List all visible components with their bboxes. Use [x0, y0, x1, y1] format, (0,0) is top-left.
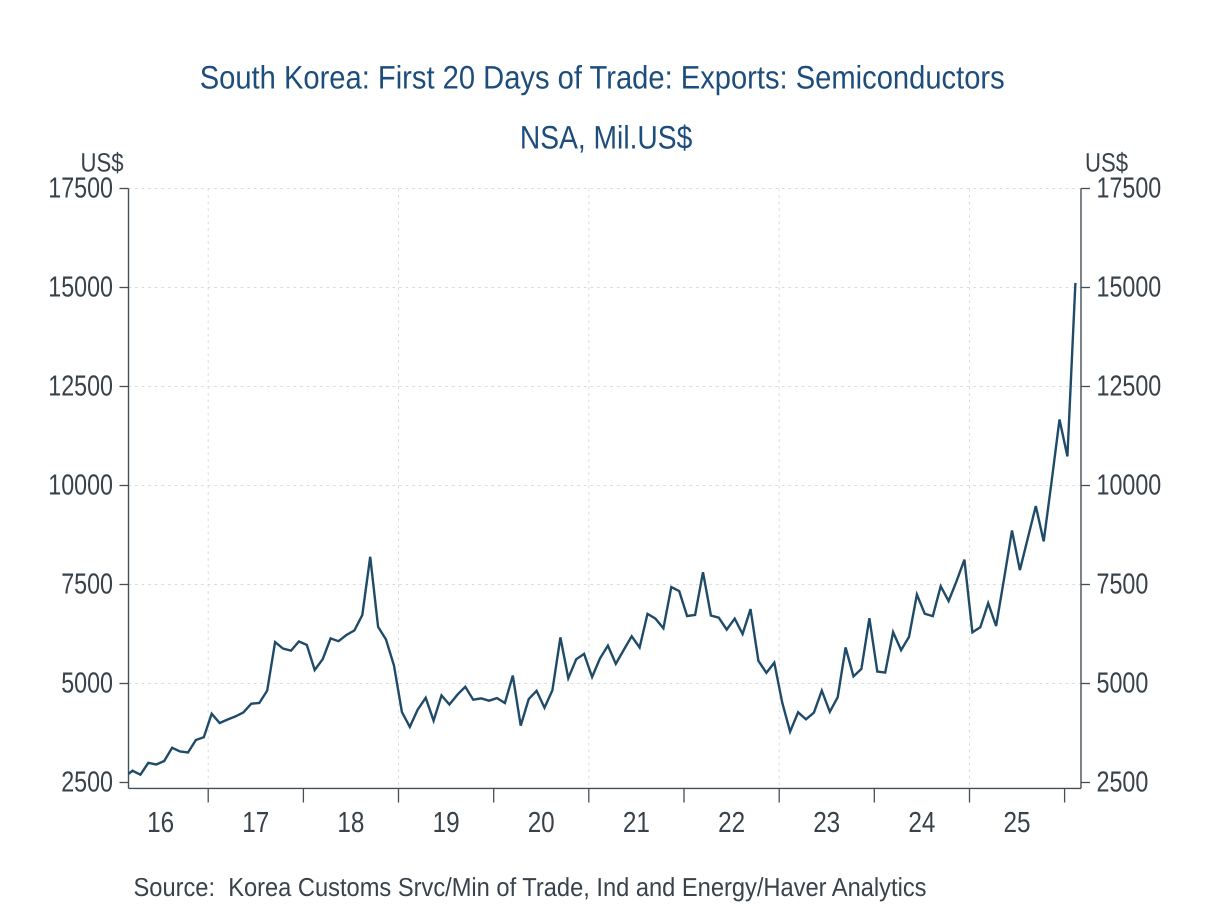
- svg-text:2500: 2500: [1097, 767, 1149, 799]
- svg-text:NSA, Mil.US$: NSA, Mil.US$: [520, 120, 692, 156]
- svg-text:US$: US$: [1085, 148, 1128, 178]
- svg-text:21: 21: [623, 807, 650, 839]
- svg-text:5000: 5000: [61, 668, 113, 700]
- svg-text:7500: 7500: [1097, 569, 1149, 601]
- svg-text:Source: Korea Customs Srvc/Mi: Source: Korea Customs Srvc/Min of Trade,…: [134, 872, 927, 902]
- svg-text:19: 19: [433, 807, 460, 839]
- svg-text:17: 17: [242, 807, 269, 839]
- svg-text:17500: 17500: [1097, 173, 1162, 205]
- svg-text:12500: 12500: [1097, 371, 1162, 403]
- svg-text:7500: 7500: [61, 569, 113, 601]
- svg-text:25: 25: [1004, 807, 1031, 839]
- svg-text:20: 20: [528, 807, 555, 839]
- svg-text:22: 22: [718, 807, 745, 839]
- svg-text:15000: 15000: [48, 272, 113, 304]
- svg-text:US$: US$: [81, 148, 124, 178]
- svg-text:18: 18: [337, 807, 364, 839]
- svg-text:15000: 15000: [1097, 272, 1162, 304]
- svg-text:South Korea: First 20 Days of: South Korea: First 20 Days of Trade: Exp…: [200, 60, 1005, 96]
- svg-text:24: 24: [908, 807, 935, 839]
- svg-text:2500: 2500: [61, 767, 113, 799]
- svg-text:16: 16: [147, 807, 174, 839]
- svg-text:17500: 17500: [48, 173, 113, 205]
- svg-text:23: 23: [813, 807, 840, 839]
- svg-text:12500: 12500: [48, 371, 113, 403]
- svg-text:5000: 5000: [1097, 668, 1149, 700]
- svg-text:10000: 10000: [48, 470, 113, 502]
- svg-text:10000: 10000: [1097, 470, 1162, 502]
